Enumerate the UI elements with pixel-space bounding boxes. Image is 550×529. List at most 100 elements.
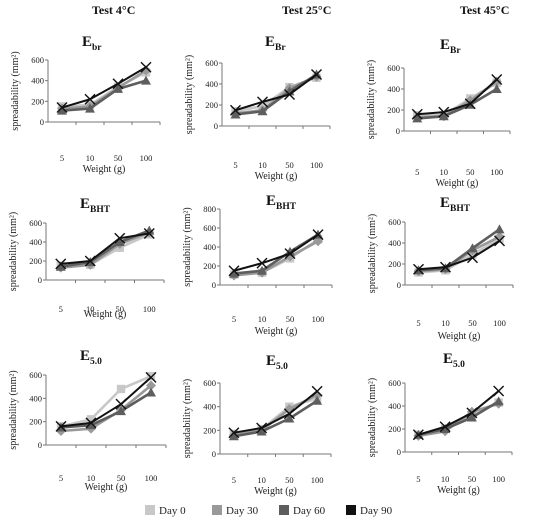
data-point [412, 113, 423, 123]
data-point-stroke-b [284, 89, 295, 100]
y-tick-label: 400 [203, 402, 216, 412]
y-tick-label: 200 [205, 100, 218, 110]
x-tick-label: 10 [258, 314, 267, 324]
y-tick-label: 400 [388, 401, 401, 411]
series-day-60 [55, 225, 155, 271]
x-axis-label: Weight (g) [436, 178, 479, 189]
data-point [411, 108, 423, 120]
data-point [144, 225, 155, 235]
data-point [283, 408, 295, 420]
y-axis-label: spreadability (mm²) [366, 60, 377, 139]
panel-title: E5.0 [266, 353, 288, 372]
data-point-stroke-b [112, 78, 124, 90]
panel-title: EBr [265, 34, 286, 53]
legend-item-day-60: Day 60 [279, 505, 326, 517]
x-tick-label: 10 [440, 167, 449, 177]
panel-title: EBHT [440, 195, 471, 214]
data-point-stroke-b [115, 398, 127, 410]
y-tick-label: 200 [29, 417, 42, 427]
data-point [256, 426, 267, 436]
series-day-90 [55, 227, 155, 270]
y-tick-label: 200 [388, 259, 401, 269]
panel-title-main: E [80, 196, 90, 212]
series-day-90 [412, 385, 505, 441]
x-tick-label: 50 [286, 314, 295, 324]
data-point [312, 395, 323, 405]
x-tick-label: 10 [86, 304, 95, 314]
series-day-60 [228, 395, 323, 441]
data-point [145, 371, 157, 383]
series-day-90 [228, 229, 324, 277]
series-line [60, 376, 152, 428]
panel-title-subscript: Br [450, 46, 461, 56]
data-point [464, 98, 476, 110]
data-point-stroke-b [143, 227, 155, 239]
data-point [146, 380, 156, 391]
y-tick-label: 0 [212, 280, 216, 290]
data-point-stroke-b [491, 74, 503, 86]
data-point [284, 89, 295, 100]
y-tick-label: 0 [38, 440, 42, 450]
series-line [233, 240, 319, 277]
panel-title-main: E [440, 195, 450, 211]
chart-panel: 0 200 400 600 5 10 50 100 Weight (g) spreadabilit… [10, 34, 161, 175]
y-tick-label: 0 [212, 449, 216, 459]
series-line [418, 240, 501, 271]
data-point [84, 255, 96, 267]
legend-swatch [279, 505, 289, 515]
data-point [493, 385, 505, 397]
data-point [284, 248, 296, 260]
x-tick-label: 10 [257, 475, 266, 485]
x-tick-label: 100 [492, 474, 505, 484]
y-tick-label: 400 [388, 238, 401, 248]
series-day-0 [56, 371, 156, 431]
y-tick-label: 400 [29, 237, 42, 247]
data-point [313, 236, 323, 247]
legend-item-day-90: Day 90 [346, 505, 393, 517]
panel-title-subscript: BHT [450, 204, 471, 214]
x-tick-label: 5 [233, 160, 237, 170]
data-point [146, 371, 156, 381]
chart-panel: 0 200 400 600 5 10 50 100 Weight (g) spreadabilit… [8, 348, 167, 493]
data-point [114, 237, 125, 246]
x-tick-label: 10 [86, 153, 95, 163]
data-point [257, 106, 268, 116]
data-point [466, 407, 478, 419]
data-point [230, 104, 241, 116]
x-tick-label: 10 [258, 160, 267, 170]
y-tick-label: 400 [387, 84, 400, 94]
series-day-60 [229, 229, 323, 278]
y-tick-label: 600 [387, 63, 400, 73]
data-point [491, 84, 502, 93]
panel-title-main: E [80, 348, 90, 364]
x-tick-label: 50 [468, 474, 477, 484]
data-point [228, 427, 240, 439]
legend-swatch [212, 505, 222, 515]
data-point [284, 413, 295, 423]
y-tick-label: 400 [203, 242, 216, 252]
x-axis-label: Weight (g) [85, 482, 128, 493]
x-axis-label: Weight (g) [83, 164, 126, 175]
data-point-stroke-b [256, 422, 268, 434]
y-tick-label: 800 [203, 204, 216, 214]
x-tick-label: 100 [490, 167, 503, 177]
data-point [257, 96, 268, 108]
legend-swatch [346, 505, 356, 515]
x-axis-label: Weight (g) [255, 326, 298, 337]
data-point [312, 229, 324, 241]
x-tick-label: 5 [60, 153, 64, 163]
x-tick-label: 50 [285, 475, 294, 485]
x-tick-label: 100 [310, 160, 323, 170]
legend-item-day-0: Day 0 [145, 505, 186, 517]
data-point [256, 257, 268, 269]
data-point [467, 252, 478, 264]
data-point [84, 93, 96, 105]
x-tick-label: 100 [143, 304, 156, 314]
data-point [114, 232, 126, 244]
y-tick-label: 200 [31, 96, 44, 106]
data-point [228, 431, 239, 441]
y-tick-label: 600 [31, 55, 44, 65]
series-line [61, 66, 147, 109]
